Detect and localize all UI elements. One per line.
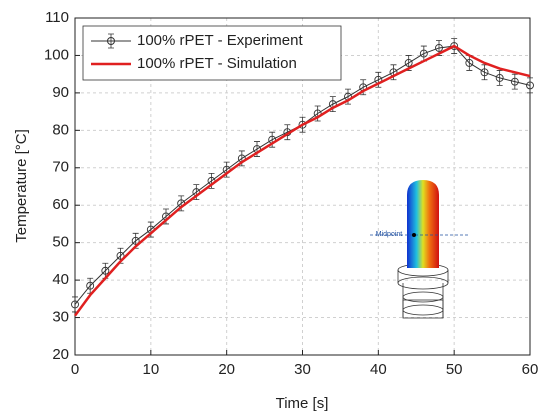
y-axis-label: Temperature [°C] [13,129,30,243]
marker [101,266,110,275]
error-bar [72,296,78,313]
y-tick-label: 90 [52,84,69,101]
error-bar [511,73,518,90]
marker [86,281,95,290]
legend-box [82,25,342,81]
x-tick-label: 10 [142,361,159,378]
y-tick-label: 100 [44,46,69,63]
inset-image: Midpoint [370,180,470,319]
x-tick-label: 0 [71,361,79,378]
error-bar [527,77,533,94]
series-line [73,44,531,317]
legend-label: 100% rPET - Experiment [137,32,303,49]
marker [450,42,459,51]
marker [510,77,519,86]
marker [435,44,443,52]
marker [404,58,413,67]
y-tick-label: 40 [52,271,69,288]
marker [526,81,534,90]
x-tick-label: 50 [446,361,463,378]
x-tick-label: 40 [370,361,387,378]
marker [495,73,504,82]
inset-label: Midpoint [376,231,403,238]
error-bar [284,124,291,141]
marker [465,58,474,67]
y-tick-label: 110 [45,9,69,26]
error-bar [496,70,503,86]
marker [419,49,428,58]
marker [480,68,489,77]
marker [116,251,125,260]
legend-errorbar [108,33,114,49]
y-tick-label: 30 [52,309,69,326]
y-tick-label: 70 [52,159,69,176]
y-tick-label: 60 [52,196,69,213]
marker [298,120,307,129]
x-axis-label: Time [s] [276,395,329,412]
error-bar [481,64,488,81]
y-tick-label: 20 [52,346,69,363]
x-tick-label: 30 [294,361,311,378]
marker [71,300,79,309]
y-tick-label: 80 [52,121,69,138]
y-tick-label: 50 [52,234,69,251]
marker [131,236,140,245]
x-tick-label: 20 [218,361,235,378]
legend-label: 100% rPET - Simulation [137,55,297,72]
x-tick-label: 60 [522,361,539,378]
